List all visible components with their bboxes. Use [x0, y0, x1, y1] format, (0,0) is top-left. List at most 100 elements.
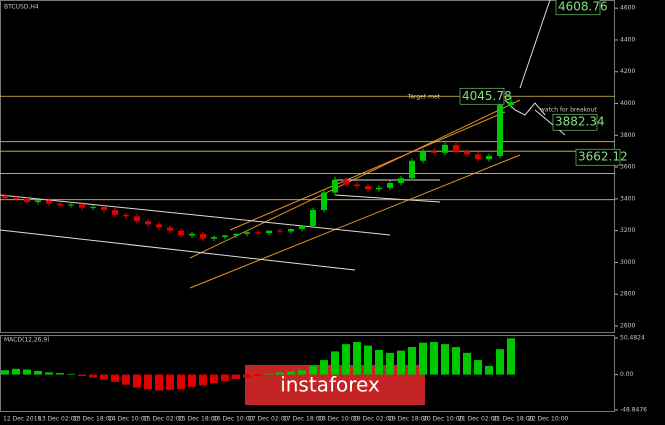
- candle-body: [112, 210, 118, 215]
- candle-body: [497, 105, 503, 156]
- macd-frame: [0, 335, 615, 412]
- macd-bar: [34, 370, 42, 375]
- macd-bar: [496, 349, 504, 375]
- annotation: 4608.76: [558, 0, 608, 13]
- candle-body: [431, 151, 437, 153]
- macd-bar: [364, 345, 372, 375]
- macd-bar: [287, 371, 295, 375]
- macd-bar: [441, 344, 449, 375]
- candle-body: [321, 192, 327, 211]
- macd-bar: [507, 338, 515, 375]
- annotation: 3882.34: [555, 115, 605, 129]
- macd-bar: [485, 365, 493, 375]
- x-tick-label: 21 Dec 18:00: [493, 416, 534, 423]
- macd-bar: [133, 374, 141, 388]
- candle-body: [398, 178, 404, 183]
- macd-bar: [100, 374, 108, 380]
- y-tick-label: 2600: [620, 323, 635, 330]
- x-tick-label: 14 Dec 10:00: [108, 416, 149, 423]
- macd-bar: [474, 360, 482, 375]
- macd-tick-label: -48.8476: [620, 407, 647, 414]
- macd-label: MACD(12,26,9): [4, 337, 50, 344]
- candle-body: [2, 195, 8, 199]
- macd-bar: [254, 374, 262, 377]
- x-tick-label: 13 Dec 18:00: [73, 416, 114, 423]
- annotation: 4045.78: [462, 89, 512, 103]
- macd-bar: [232, 374, 240, 379]
- macd-bar: [276, 372, 284, 375]
- y-tick-label: 3200: [620, 227, 635, 234]
- candle-body: [35, 200, 41, 203]
- candle-body: [68, 204, 74, 206]
- x-tick-label: 13 Dec 02:00: [38, 416, 79, 423]
- macd-bar: [298, 370, 306, 375]
- candle-body: [508, 101, 514, 106]
- annotation-box: [575, 148, 621, 166]
- candle-body: [310, 210, 316, 226]
- macd-bar: [309, 365, 317, 375]
- macd-bar: [89, 374, 97, 378]
- x-tick-label: 22 Dec 10:00: [528, 416, 569, 423]
- note: watch for breakout: [540, 107, 597, 114]
- macd-bar: [353, 341, 361, 375]
- y-tick-label: 3600: [620, 164, 635, 171]
- watermark: instaforex: [280, 373, 380, 397]
- candle-body: [244, 232, 250, 234]
- x-tick-label: 18 Dec 10:00: [318, 416, 359, 423]
- macd-bar: [188, 374, 196, 387]
- candle-body: [167, 227, 173, 231]
- macd-bar: [1, 370, 9, 375]
- candle-body: [442, 144, 448, 153]
- candle-body: [123, 214, 129, 217]
- candle-body: [46, 200, 52, 204]
- x-tick-label: 21 Dec 02:00: [458, 416, 499, 423]
- macd-bar: [199, 374, 207, 386]
- candle-body: [365, 186, 371, 190]
- annotation-box: [552, 113, 598, 131]
- x-tick-label: 17 Dec 18:00: [283, 416, 324, 423]
- candle-body: [134, 216, 140, 222]
- y-tick-label: 4600: [620, 5, 635, 12]
- y-tick-label: 3800: [620, 132, 635, 139]
- macd-bar: [155, 374, 163, 391]
- candle-body: [486, 155, 492, 160]
- y-tick-label: 3000: [620, 259, 635, 266]
- main-frame: [0, 0, 615, 333]
- candle-body: [464, 151, 470, 155]
- candle-body: [343, 179, 349, 185]
- x-tick-label: 19 Dec 18:00: [388, 416, 429, 423]
- symbol: BTCUSD,H4: [4, 4, 39, 11]
- candle-body: [277, 230, 283, 232]
- macd-tick-label: 50.4824: [620, 335, 645, 342]
- macd-bar: [122, 374, 130, 385]
- macd-bar: [210, 374, 218, 384]
- candle-body: [288, 229, 294, 232]
- macd-bar: [12, 368, 20, 375]
- x-tick-label: 15 Dec 02:00: [143, 416, 184, 423]
- macd-tick-label: 0.00: [620, 371, 634, 378]
- macd-bar: [23, 369, 31, 375]
- macd-bar: [45, 372, 53, 375]
- candle-body: [24, 198, 30, 203]
- candle-body: [453, 144, 459, 152]
- candle-body: [420, 151, 426, 161]
- candle-body: [222, 235, 228, 238]
- candle-body: [200, 233, 206, 239]
- x-tick-label: 16 Dec 10:00: [213, 416, 254, 423]
- candle-body: [409, 160, 415, 179]
- candle-body: [475, 154, 481, 160]
- candle-body: [156, 224, 162, 228]
- x-tick-label: 12 Dec 2018: [3, 416, 42, 423]
- candle-body: [332, 179, 338, 193]
- macd-bar: [452, 347, 460, 375]
- macd-bar: [265, 373, 273, 375]
- annotation: 3662.12: [578, 150, 628, 164]
- annotation-box: [555, 0, 601, 16]
- macd-bar: [342, 344, 350, 375]
- candle-body: [255, 232, 261, 234]
- candle-body: [211, 237, 217, 239]
- candle-body: [79, 204, 85, 208]
- macd-bar: [78, 374, 86, 377]
